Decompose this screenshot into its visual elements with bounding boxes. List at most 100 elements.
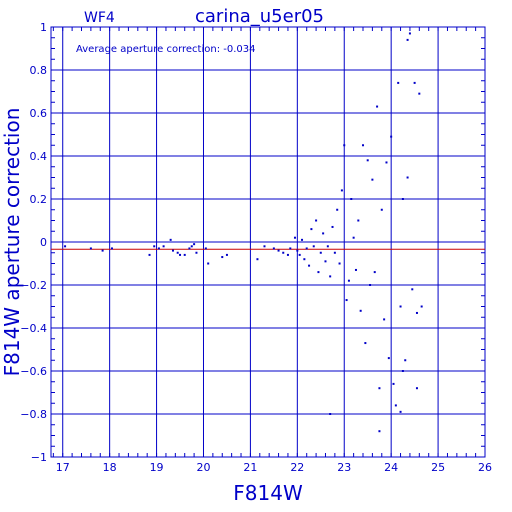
y-tick-label: −0.6 <box>20 365 47 378</box>
x-axis-label: F814W <box>233 481 303 505</box>
data-point <box>415 311 418 314</box>
data-point <box>286 253 289 256</box>
data-point <box>362 144 365 147</box>
data-point <box>359 309 362 312</box>
data-point <box>399 410 402 413</box>
x-tick-label: 23 <box>337 461 351 474</box>
x-tick-label: 20 <box>196 461 210 474</box>
x-tick-label: 26 <box>478 461 492 474</box>
data-point <box>148 253 151 256</box>
y-tick-label: 0.4 <box>30 150 48 163</box>
data-point <box>397 81 400 84</box>
data-point <box>390 135 393 138</box>
data-point <box>378 387 381 390</box>
data-point <box>347 279 350 282</box>
data-point <box>343 144 346 147</box>
data-point <box>176 251 179 254</box>
data-point <box>406 176 409 179</box>
data-point <box>345 299 348 302</box>
x-tick-label: 22 <box>290 461 304 474</box>
data-point <box>401 370 404 372</box>
data-point <box>333 251 336 254</box>
data-point <box>411 288 414 291</box>
data-point <box>420 305 423 308</box>
data-point <box>371 178 374 181</box>
y-tick-label: 0 <box>40 236 47 249</box>
data-point <box>282 251 285 254</box>
data-point <box>329 413 332 415</box>
data-point <box>171 249 174 252</box>
data-point <box>340 189 343 192</box>
y-axis-label: F814W aperture correction <box>0 108 24 377</box>
data-point <box>195 251 198 254</box>
data-point <box>326 245 329 248</box>
data-point <box>298 253 301 256</box>
data-point <box>366 159 369 162</box>
y-tick-label: 0.8 <box>30 64 48 77</box>
data-point <box>169 238 172 241</box>
data-point <box>207 262 210 265</box>
data-point <box>89 247 92 250</box>
data-point <box>110 247 113 250</box>
y-tick-label: −0.2 <box>20 279 47 292</box>
data-point <box>317 271 320 274</box>
data-point <box>385 161 388 164</box>
data-point <box>157 247 160 250</box>
chart-title: carina_u5er05 <box>195 6 324 27</box>
data-point <box>329 275 332 278</box>
data-point <box>301 238 304 241</box>
data-point <box>303 258 306 261</box>
data-point <box>296 249 299 252</box>
data-point <box>392 382 395 385</box>
data-point <box>378 430 381 433</box>
data-point <box>308 264 311 267</box>
data-point <box>383 318 386 321</box>
data-point <box>404 359 407 362</box>
data-point <box>413 81 416 84</box>
data-point <box>324 260 327 263</box>
data-point <box>310 228 313 231</box>
data-point <box>408 32 411 35</box>
data-point <box>401 198 404 200</box>
x-tick-label: 24 <box>384 461 398 474</box>
data-point <box>336 208 339 211</box>
x-tick-label: 17 <box>56 461 70 474</box>
data-point <box>64 245 67 248</box>
data-point <box>415 387 418 390</box>
data-point <box>319 251 322 254</box>
data-point <box>289 247 292 250</box>
y-tick-label: −1 <box>31 451 47 464</box>
data-point <box>272 247 275 250</box>
y-tick-label: 0.2 <box>30 193 48 206</box>
data-point <box>350 198 353 200</box>
y-tick-label: 1 <box>40 21 47 34</box>
data-point <box>418 92 421 95</box>
data-point <box>204 247 207 250</box>
data-point <box>338 262 341 265</box>
data-point <box>312 245 315 248</box>
data-point <box>380 208 383 211</box>
data-point <box>373 271 376 274</box>
data-point <box>315 219 318 222</box>
data-point <box>221 256 224 259</box>
annotation-text: Average aperture correction: -0.034 <box>76 44 256 55</box>
data-point <box>188 247 191 250</box>
data-point <box>376 105 379 108</box>
data-point <box>354 268 357 271</box>
data-point <box>101 249 104 252</box>
data-point <box>357 219 360 222</box>
data-point <box>162 245 165 248</box>
data-point <box>305 247 308 250</box>
y-tick-label: −0.8 <box>20 408 47 421</box>
x-tick-label: 21 <box>243 461 257 474</box>
data-point <box>331 225 334 228</box>
data-point <box>394 404 397 407</box>
y-tick-label: 0.6 <box>30 107 48 120</box>
x-tick-label: 25 <box>431 461 445 474</box>
x-tick-label: 19 <box>150 461 164 474</box>
data-point <box>352 236 355 239</box>
y-tick-label: −0.4 <box>20 322 47 335</box>
data-point <box>263 245 266 248</box>
x-tick-label: 18 <box>103 461 117 474</box>
